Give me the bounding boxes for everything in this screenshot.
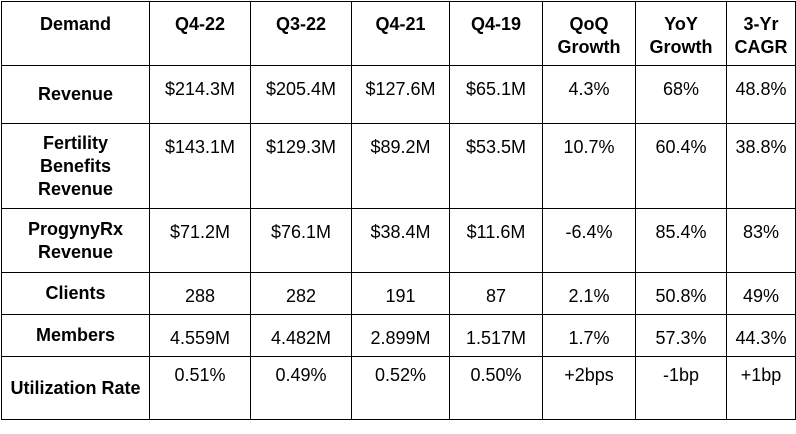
table-cell: $53.5M	[449, 123, 543, 209]
table-cell: $205.4M	[250, 65, 352, 124]
table-cell: +2bps	[542, 356, 636, 420]
row-label-members: Members	[1, 314, 150, 357]
table-row: Revenue $214.3M $205.4M $127.6M $65.1M 4…	[1, 65, 796, 124]
header-demand: Demand	[1, 1, 150, 66]
demand-table: Demand Q4-22 Q3-22 Q4-21 Q4-19 QoQ Growt…	[1, 1, 796, 420]
table-cell: $214.3M	[149, 65, 251, 124]
table-cell: 0.51%	[149, 356, 251, 420]
table-row: ProgynyRx Revenue $71.2M $76.1M $38.4M $…	[1, 208, 796, 273]
header-q3-22: Q3-22	[250, 1, 352, 66]
table-cell: $11.6M	[449, 208, 543, 273]
table-cell: $71.2M	[149, 208, 251, 273]
table-cell: 87	[449, 272, 543, 315]
row-label-revenue: Revenue	[1, 65, 150, 124]
row-label-progynyrx-revenue: ProgynyRx Revenue	[1, 208, 150, 273]
table-row: Members 4.559M 4.482M 2.899M 1.517M 1.7%…	[1, 314, 796, 357]
table-cell: $143.1M	[149, 123, 251, 209]
table-cell: 57.3%	[635, 314, 727, 357]
table-cell: 68%	[635, 65, 727, 124]
table-cell: 282	[250, 272, 352, 315]
row-label-fertility-benefits-revenue: Fertility Benefits Revenue	[1, 123, 150, 209]
table-row: Utilization Rate 0.51% 0.49% 0.52% 0.50%…	[1, 356, 796, 420]
table-cell: -1bp	[635, 356, 727, 420]
table-cell: 0.52%	[351, 356, 450, 420]
table-cell: $129.3M	[250, 123, 352, 209]
table-cell: 0.49%	[250, 356, 352, 420]
table-cell: 1.517M	[449, 314, 543, 357]
table-cell: 48.8%	[726, 65, 796, 124]
table-cell: 60.4%	[635, 123, 727, 209]
table-cell: 4.482M	[250, 314, 352, 357]
table-cell: 85.4%	[635, 208, 727, 273]
table-cell: 4.559M	[149, 314, 251, 357]
header-3yr-cagr: 3-Yr CAGR	[726, 1, 796, 66]
table-cell: 38.8%	[726, 123, 796, 209]
table-cell: $127.6M	[351, 65, 450, 124]
table-row: Fertility Benefits Revenue $143.1M $129.…	[1, 123, 796, 209]
table-cell: $76.1M	[250, 208, 352, 273]
header-q4-19: Q4-19	[449, 1, 543, 66]
header-row: Demand Q4-22 Q3-22 Q4-21 Q4-19 QoQ Growt…	[1, 1, 796, 66]
table-cell: 50.8%	[635, 272, 727, 315]
table-cell: 83%	[726, 208, 796, 273]
table-cell: $89.2M	[351, 123, 450, 209]
table-cell: -6.4%	[542, 208, 636, 273]
table-cell: 288	[149, 272, 251, 315]
table-row: Clients 288 282 191 87 2.1% 50.8% 49%	[1, 272, 796, 315]
table-cell: 2.1%	[542, 272, 636, 315]
table-cell: 191	[351, 272, 450, 315]
table-cell: 2.899M	[351, 314, 450, 357]
table-cell: +1bp	[726, 356, 796, 420]
table-cell: 1.7%	[542, 314, 636, 357]
table-cell: $38.4M	[351, 208, 450, 273]
row-label-clients: Clients	[1, 272, 150, 315]
row-label-utilization-rate: Utilization Rate	[1, 356, 150, 420]
header-q4-22: Q4-22	[149, 1, 251, 66]
header-qoq-growth: QoQ Growth	[542, 1, 636, 66]
table-cell: 0.50%	[449, 356, 543, 420]
table-cell: 4.3%	[542, 65, 636, 124]
table-cell: 44.3%	[726, 314, 796, 357]
table-cell: 49%	[726, 272, 796, 315]
header-q4-21: Q4-21	[351, 1, 450, 66]
table-cell: 10.7%	[542, 123, 636, 209]
header-yoy-growth: YoY Growth	[635, 1, 727, 66]
table-cell: $65.1M	[449, 65, 543, 124]
